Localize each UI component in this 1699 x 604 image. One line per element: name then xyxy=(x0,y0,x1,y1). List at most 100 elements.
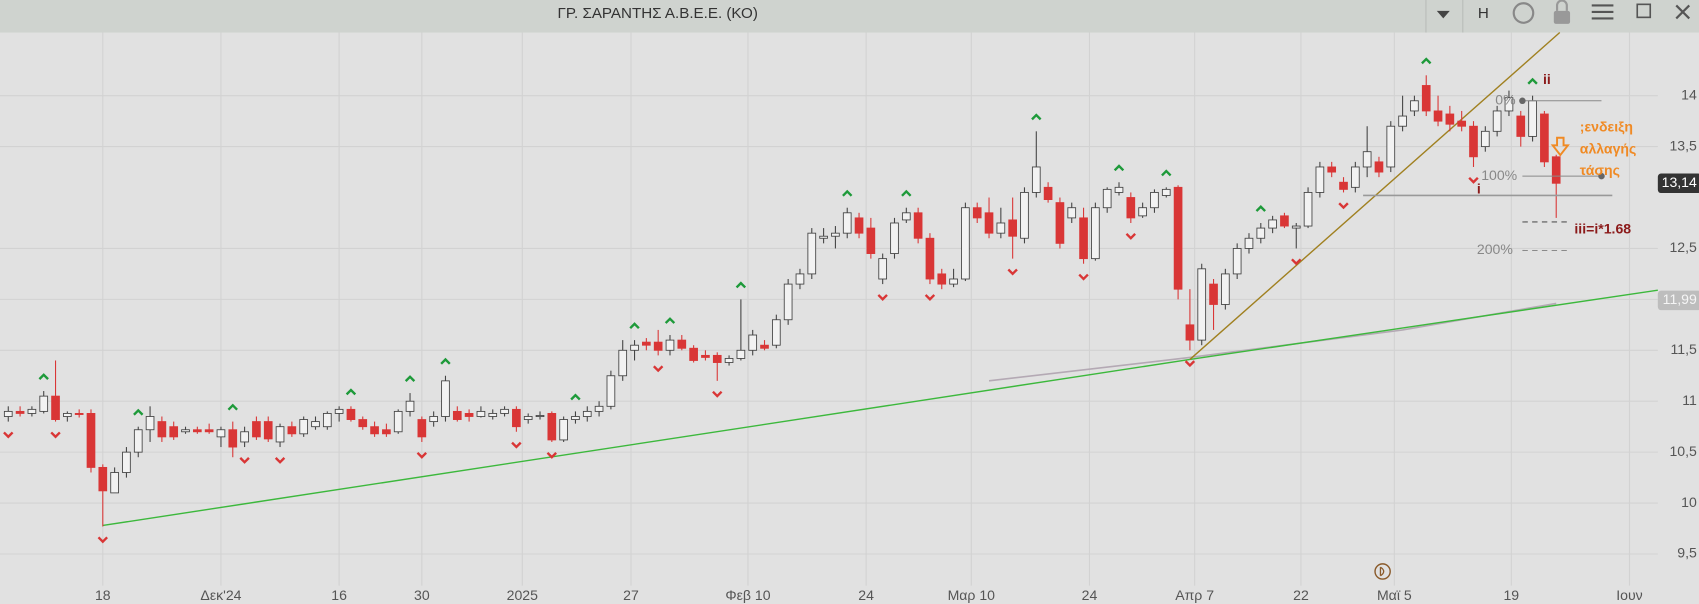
up-marker xyxy=(570,393,581,401)
candle-body xyxy=(1480,130,1490,148)
down-marker xyxy=(1125,232,1137,240)
candle-body xyxy=(1244,237,1254,249)
restore-icon[interactable] xyxy=(1636,3,1652,19)
candle-body xyxy=(547,413,557,441)
dropdown-icon[interactable] xyxy=(1436,10,1450,19)
candle-body xyxy=(760,344,769,349)
candle-body xyxy=(476,410,486,417)
up-marker xyxy=(1527,77,1538,85)
candle-body xyxy=(3,410,13,417)
candle-body xyxy=(665,339,675,351)
up-marker xyxy=(1421,57,1432,65)
candle-body xyxy=(1540,113,1549,163)
top-bar xyxy=(0,0,1699,33)
candle-body xyxy=(535,415,545,417)
candle-body xyxy=(27,408,37,414)
down-marker xyxy=(50,431,61,439)
candle-body xyxy=(192,429,202,433)
fib-handle xyxy=(1598,172,1605,180)
x-tick-label: Μαρ 10 xyxy=(948,587,996,603)
candle-body xyxy=(1516,115,1526,137)
candle-body xyxy=(1268,219,1277,229)
up-marker xyxy=(1255,205,1266,212)
menu-icon[interactable] xyxy=(1591,4,1614,20)
down-marker xyxy=(1007,268,1018,276)
candle-body xyxy=(571,416,580,420)
close-icon[interactable] xyxy=(1675,4,1691,20)
candle-body xyxy=(925,237,935,280)
candle-body xyxy=(51,395,60,420)
candle-body xyxy=(1315,166,1325,193)
quote-icon[interactable] xyxy=(1512,2,1535,24)
candle-body xyxy=(452,410,462,420)
fib-label: 0% xyxy=(1495,91,1516,107)
y-tick-label: 13,5 xyxy=(1669,137,1697,153)
candle-body xyxy=(807,232,817,275)
candle-body xyxy=(15,410,25,414)
candle-body xyxy=(1197,268,1207,341)
candle-body xyxy=(724,358,734,363)
candle-body xyxy=(1150,191,1159,209)
candle-body xyxy=(1410,100,1419,112)
candle-body xyxy=(275,426,285,443)
up-marker xyxy=(345,388,357,396)
candle-body xyxy=(1067,207,1077,219)
candle-body xyxy=(689,347,698,361)
candle-body xyxy=(866,227,876,254)
note: τάσης xyxy=(1580,162,1620,178)
candle-body xyxy=(559,419,568,441)
note: ;ενδειξη xyxy=(1580,119,1633,135)
down-marker xyxy=(97,536,108,544)
candle-body xyxy=(1055,202,1065,244)
x-tick-label: 2025 xyxy=(507,587,538,603)
event-icon[interactable] xyxy=(1374,563,1391,580)
candle-body xyxy=(488,413,498,417)
candle-body xyxy=(216,429,226,438)
down-marker xyxy=(1078,273,1089,281)
x-tick-label: Απρ 7 xyxy=(1175,587,1214,603)
candle-body xyxy=(1374,161,1384,173)
x-tick-label: 30 xyxy=(414,587,430,603)
x-tick-label: Μαϊ 5 xyxy=(1377,587,1412,603)
candle-body xyxy=(795,273,805,285)
candle-body xyxy=(240,431,249,443)
candle-body xyxy=(169,426,179,438)
candle-body xyxy=(1020,191,1029,239)
timeframe[interactable]: H xyxy=(1478,5,1489,22)
wave-label: ii xyxy=(1543,71,1551,87)
down-marker xyxy=(1291,258,1302,266)
candle-body xyxy=(642,341,651,346)
candle-body xyxy=(1221,273,1230,305)
candle-body xyxy=(701,354,710,358)
candle-body xyxy=(405,400,415,412)
down-marker xyxy=(3,431,14,439)
candle-body xyxy=(594,405,604,412)
up-marker xyxy=(1161,169,1172,177)
y-tick-label: 14 xyxy=(1681,86,1697,102)
candle-body xyxy=(1280,215,1289,227)
down-marker xyxy=(1184,360,1196,368)
candle-body xyxy=(1008,219,1017,237)
candle-body xyxy=(334,408,344,414)
down-marker xyxy=(877,294,888,301)
candle-body xyxy=(1091,207,1100,260)
candle-body xyxy=(1232,248,1242,275)
candle-body xyxy=(1291,225,1301,229)
candle-body xyxy=(1209,283,1218,305)
candle-body xyxy=(1421,85,1431,112)
candle-body xyxy=(370,426,379,435)
up-marker xyxy=(842,189,853,197)
lock-icon[interactable] xyxy=(1553,10,1571,24)
down-marker xyxy=(511,441,522,449)
candle-body xyxy=(1504,97,1514,112)
wave-label: i xyxy=(1477,180,1481,196)
down-marker xyxy=(416,451,428,459)
up-marker xyxy=(901,189,912,197)
up-marker xyxy=(629,322,640,330)
candle-body xyxy=(1551,156,1561,184)
x-tick-label: Δεκ'24 xyxy=(200,587,241,603)
candle-body xyxy=(1469,125,1478,158)
down-marker xyxy=(924,294,936,301)
